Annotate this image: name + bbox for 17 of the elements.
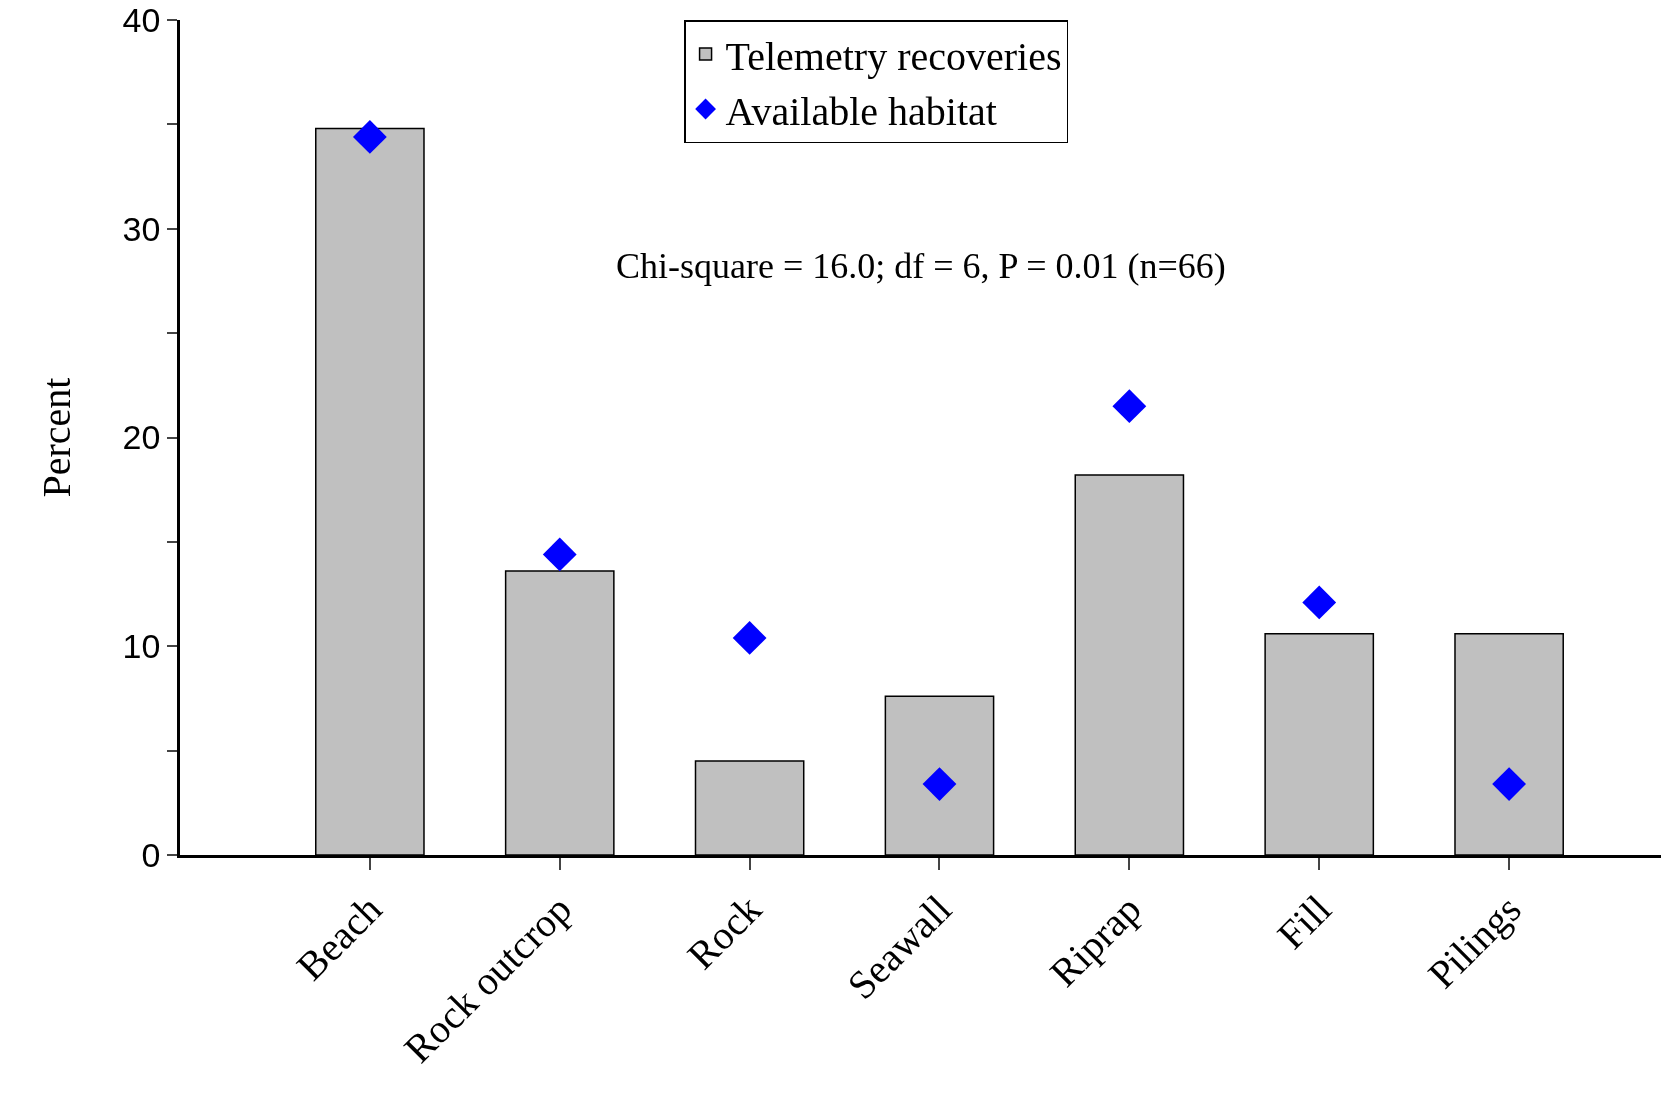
annotation: Chi-square = 16.0; df = 6, P = 0.01 (n=66): [616, 246, 1226, 286]
point: [1302, 585, 1337, 620]
y-tick-label: 30: [122, 209, 161, 248]
point: [542, 537, 577, 572]
legend-label: Available habitat: [725, 88, 997, 134]
point: [1112, 389, 1147, 424]
y-axis-title: Percent: [34, 377, 80, 498]
y-tick-label: 10: [122, 627, 161, 666]
point: [732, 621, 767, 655]
y-tick-label: 40: [122, 0, 161, 39]
point: [922, 767, 957, 801]
point: [1492, 767, 1526, 801]
y-tick-label: 20: [122, 418, 161, 457]
legend-label: Telemetry recoveries: [725, 33, 1062, 79]
x-tick-label: Fill: [1268, 886, 1340, 958]
point: [352, 120, 387, 154]
y-tick-label: 0: [141, 835, 161, 874]
